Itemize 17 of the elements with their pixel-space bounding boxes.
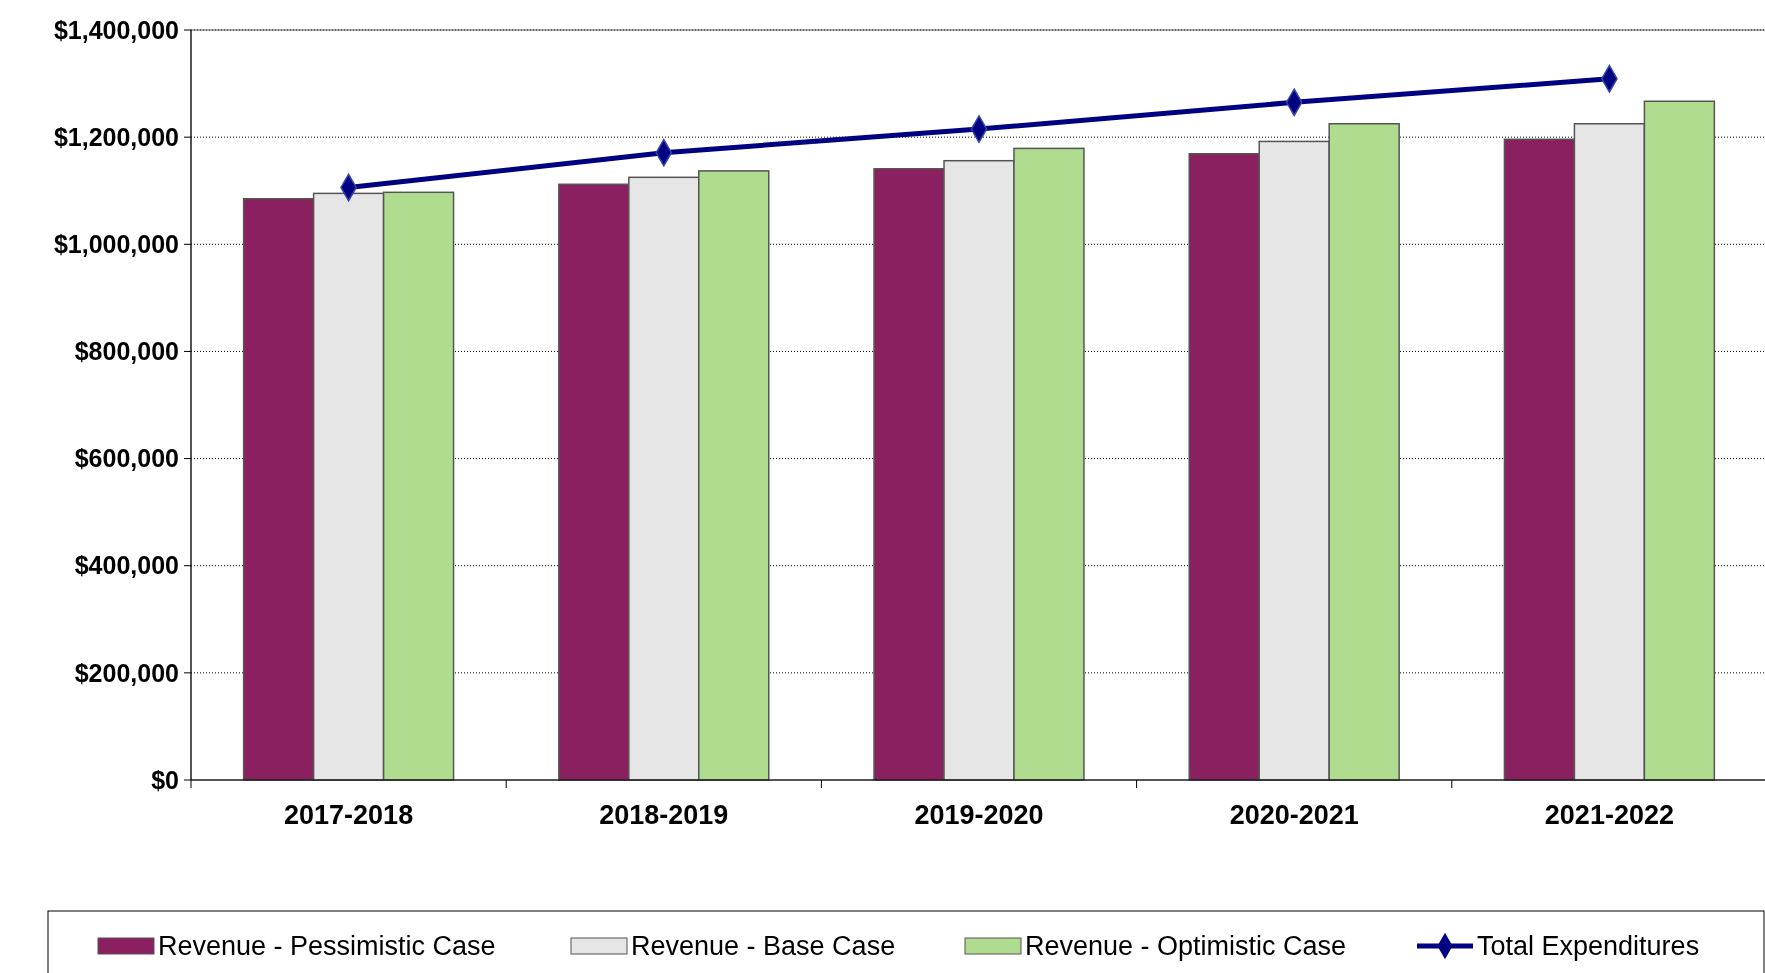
legend-label: Revenue - Pessimistic Case [158, 931, 496, 962]
y-tick-label: $800,000 [74, 337, 179, 366]
y-tick-label: $200,000 [74, 658, 179, 687]
y-tick-label: $1,400,000 [53, 15, 179, 44]
legend-label: Revenue - Optimistic Case [1025, 931, 1347, 962]
y-tick-label: $400,000 [74, 551, 179, 580]
x-tick-label: 2020-2021 [1229, 800, 1359, 830]
x-tick-label: 2017-2018 [284, 800, 414, 830]
y-tick-label: $1,000,000 [53, 230, 179, 259]
y-tick-label: $0 [151, 765, 179, 794]
legend-label: Total Expenditures [1477, 931, 1700, 962]
x-tick-label: 2021-2022 [1544, 800, 1674, 830]
x-tick-label: 2019-2020 [914, 800, 1044, 830]
legend-label: Revenue - Base Case [631, 931, 896, 962]
y-tick-label: $1,200,000 [53, 122, 179, 151]
y-tick-label: $600,000 [74, 444, 179, 473]
x-tick-label: 2018-2019 [599, 800, 729, 830]
